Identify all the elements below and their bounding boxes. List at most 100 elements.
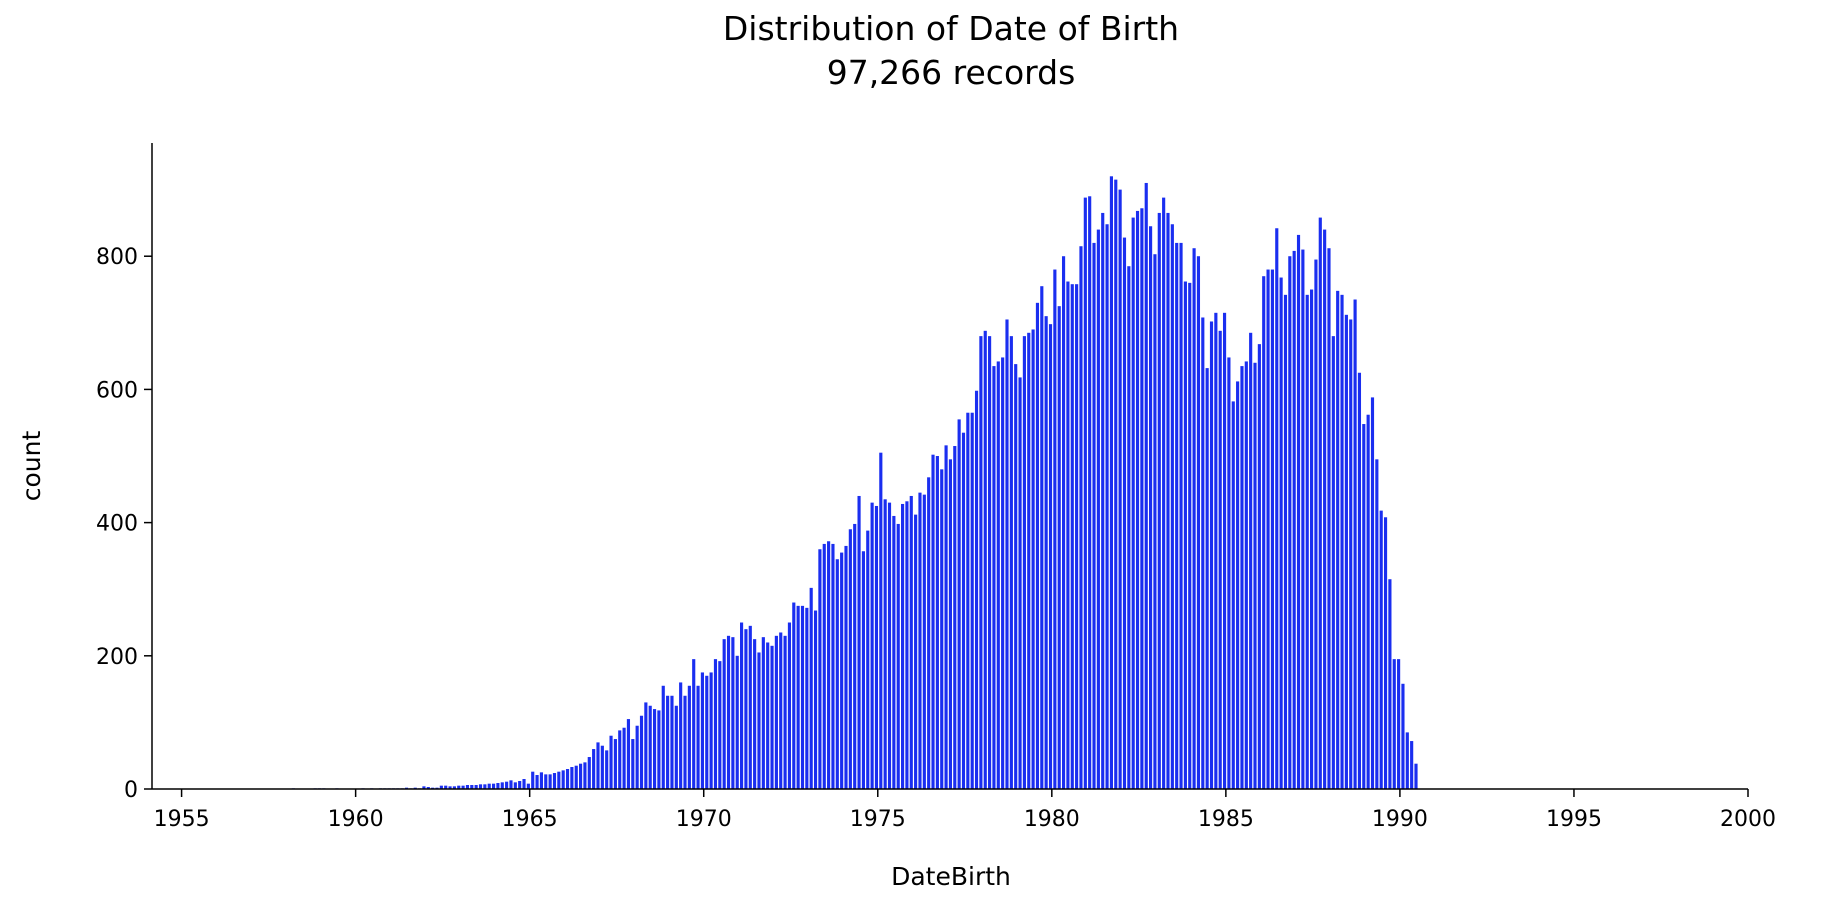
x-tick-label: 1980 <box>1024 807 1080 832</box>
chart-title: Distribution of Date of Birth <box>723 9 1179 48</box>
histogram-bar <box>1101 212 1105 789</box>
histogram-bar <box>848 529 852 789</box>
histogram-bar <box>1288 256 1292 790</box>
histogram-bar <box>683 695 687 789</box>
histogram-bar <box>1414 763 1418 789</box>
histogram-bar <box>470 785 474 789</box>
histogram-bar <box>613 739 617 789</box>
histogram-bar <box>883 499 887 789</box>
histogram-bar <box>1323 229 1327 789</box>
histogram-bar <box>901 503 905 789</box>
histogram-bar <box>474 785 478 789</box>
histogram-bar <box>1149 226 1153 789</box>
histogram-bar <box>635 725 639 789</box>
histogram-bar <box>422 786 426 789</box>
histogram-bar <box>692 659 696 789</box>
histogram-bar <box>813 610 818 789</box>
histogram-bar <box>1275 228 1279 789</box>
histogram-bar <box>1022 336 1026 789</box>
histogram-bar <box>500 782 504 789</box>
histogram-bar <box>1209 321 1214 789</box>
histogram-bar <box>535 775 539 789</box>
x-tick-label: 1960 <box>328 807 384 832</box>
histogram-bar <box>779 632 783 789</box>
histogram-bar <box>618 730 622 789</box>
histogram-bar <box>491 783 496 789</box>
histogram-bar <box>1118 189 1122 789</box>
histogram-bar <box>1001 357 1005 789</box>
histogram-bar <box>1048 324 1053 789</box>
histogram-bar <box>974 390 979 789</box>
histogram-bar <box>831 543 835 789</box>
histogram-bar <box>1170 224 1174 789</box>
histogram-bar <box>1214 312 1218 789</box>
histogram-bar <box>844 545 848 789</box>
histogram-bar <box>792 602 796 789</box>
histogram-bar <box>570 767 574 789</box>
histogram-bar <box>1196 256 1201 790</box>
histogram-bar <box>940 469 944 789</box>
histogram-bar <box>1283 294 1288 789</box>
histogram-bar <box>1122 237 1127 789</box>
x-tick-label: 1975 <box>850 807 906 832</box>
histogram-bar <box>1305 294 1309 789</box>
histogram-bar <box>518 781 522 789</box>
histogram-bar <box>1127 266 1131 790</box>
histogram-bar <box>452 786 456 789</box>
histogram-bar <box>1009 336 1013 789</box>
histogram-bar <box>639 715 644 789</box>
histogram-bar <box>1292 250 1296 789</box>
histogram-bar <box>1296 234 1301 789</box>
histogram-bar <box>444 785 448 789</box>
histogram-bar <box>1257 344 1261 789</box>
x-tick-label: 1965 <box>502 807 558 832</box>
histogram-bar <box>1266 269 1270 789</box>
histogram-bar <box>1162 197 1166 790</box>
histogram-bar <box>670 695 674 789</box>
histogram-bar <box>1353 299 1357 789</box>
histogram-bar <box>574 765 578 789</box>
histogram-bar <box>944 445 948 789</box>
histogram-bar <box>1092 242 1096 789</box>
histogram-bar <box>1061 256 1066 790</box>
histogram-bar <box>922 494 926 789</box>
histogram-bar <box>1392 659 1396 789</box>
histogram-bar <box>822 543 826 789</box>
histogram-bar <box>1244 361 1248 789</box>
histogram-bar <box>1035 302 1040 789</box>
histogram-bar <box>805 607 809 789</box>
histogram-bar <box>1053 269 1057 789</box>
histogram-bar <box>1183 281 1187 789</box>
histogram-bar <box>622 727 626 789</box>
histogram-bar <box>1057 306 1061 789</box>
histogram-bar <box>1140 208 1144 789</box>
histogram-bar <box>483 784 487 789</box>
histogram-bar <box>713 659 718 789</box>
histogram-bar <box>953 446 957 789</box>
histogram-bar <box>696 685 700 789</box>
histogram-bar <box>827 541 831 789</box>
histogram-bar <box>935 456 939 789</box>
histogram-bar <box>1066 281 1070 789</box>
histogram-bar <box>979 336 983 789</box>
histogram-bar <box>1236 381 1240 789</box>
histogram-bar <box>1249 332 1253 789</box>
y-tick-label: 600 <box>96 378 138 403</box>
histogram-bar <box>905 501 909 789</box>
histogram-bar <box>1044 316 1048 789</box>
histogram-bar <box>887 502 892 789</box>
histogram-bar <box>774 635 778 789</box>
histogram-bar <box>1179 242 1183 789</box>
histogram-bar <box>966 412 970 789</box>
histogram-bar <box>1270 269 1274 789</box>
histogram-bar <box>626 719 631 789</box>
histogram-bar <box>1318 217 1322 790</box>
histogram-bar <box>1005 319 1009 789</box>
histogram-bar <box>666 695 670 789</box>
histogram-bar <box>961 432 966 789</box>
histogram-bar <box>1153 254 1157 790</box>
histogram-bar <box>526 783 530 789</box>
histogram-bar <box>909 495 913 789</box>
histogram-bar <box>740 622 744 789</box>
histogram-bar <box>948 459 953 789</box>
